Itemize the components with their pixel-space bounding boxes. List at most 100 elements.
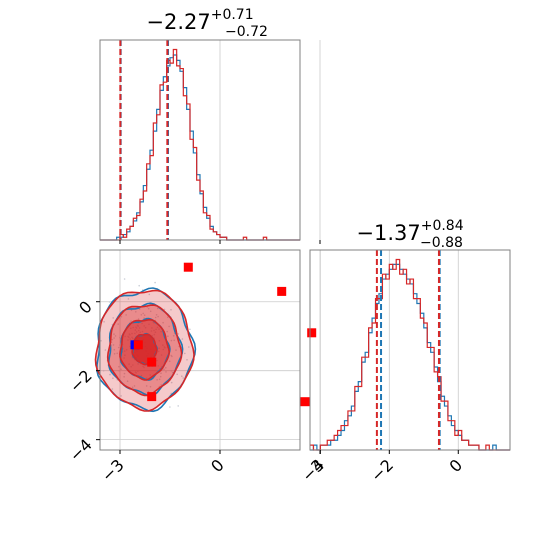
joint-sample-dot bbox=[159, 375, 162, 378]
joint-sample-dot bbox=[108, 301, 111, 303]
joint-sample-dot bbox=[112, 377, 114, 380]
joint-sample-dot bbox=[138, 284, 140, 287]
joint-sample-dot bbox=[123, 372, 126, 375]
joint-sample-dot bbox=[143, 317, 145, 319]
joint-sample-dot bbox=[157, 315, 159, 318]
joint-sample-dot bbox=[160, 384, 162, 386]
marginal-histogram-p1: −2.27+0.71 −0.72 bbox=[99, 7, 321, 244]
joint-marker-points bbox=[130, 262, 317, 407]
joint-marker-point-1 bbox=[133, 340, 143, 350]
joint-sample-dot bbox=[117, 323, 119, 325]
joint-marker-point-4 bbox=[183, 262, 193, 272]
joint-contour-b-3 bbox=[94, 289, 195, 412]
joint-sample-dot bbox=[120, 395, 122, 397]
p1-title-minus: −0.72 bbox=[225, 24, 268, 40]
joint-sample-dot bbox=[111, 338, 114, 341]
joint-contour-b-1 bbox=[119, 318, 171, 381]
joint-sample-dot bbox=[154, 316, 157, 319]
p2-quantile-lines bbox=[375, 250, 441, 450]
joint-sample-dot bbox=[120, 315, 123, 318]
joint-sample-dot bbox=[100, 340, 102, 342]
p2-axes-frame bbox=[309, 249, 511, 451]
joint-sample-dot bbox=[175, 349, 177, 351]
joint-sample-dot bbox=[168, 360, 171, 363]
joint-marker-point-3 bbox=[147, 392, 157, 402]
joint-sample-dot bbox=[168, 325, 170, 328]
joint-sample-dot bbox=[189, 328, 191, 331]
joint-sample-dot bbox=[177, 333, 179, 335]
joint-sample-dot bbox=[112, 317, 114, 319]
joint-sample-dot bbox=[133, 385, 136, 387]
p2-title-minus: −0.88 bbox=[420, 235, 463, 251]
joint-sample-dot bbox=[181, 375, 183, 378]
joint-marker-point-2 bbox=[147, 357, 157, 367]
p1-title-median: −2.27 bbox=[146, 10, 210, 34]
joint-sample-dot bbox=[143, 314, 146, 317]
joint-sample-dot bbox=[104, 349, 107, 351]
joint-sample-dot bbox=[165, 367, 167, 369]
joint-sample-dot bbox=[114, 335, 117, 337]
p2-tick-marks bbox=[319, 450, 459, 454]
joint-sample-dot bbox=[113, 337, 115, 339]
joint-sample-dot bbox=[125, 314, 127, 316]
joint-marker-point-7 bbox=[300, 397, 310, 407]
joint-sample-dot bbox=[127, 298, 130, 300]
joint-sample-dot bbox=[123, 376, 125, 378]
joint-sample-dot bbox=[138, 308, 141, 310]
joint-axes-frame bbox=[99, 249, 301, 451]
joint-sample-dot bbox=[170, 370, 173, 372]
joint-marker-point-6 bbox=[307, 328, 317, 338]
joint-sample-dot bbox=[149, 310, 152, 313]
joint-sample-dot bbox=[126, 380, 129, 383]
joint-sample-dot bbox=[166, 330, 168, 333]
joint-marker-point-5 bbox=[277, 286, 287, 296]
p2-title-median: −1.37 bbox=[356, 221, 420, 245]
joint-sample-dot bbox=[167, 316, 169, 319]
joint-sample-dot bbox=[112, 344, 115, 346]
joint-sample-dot bbox=[103, 321, 105, 323]
marginal-histogram-p2: −1.37+0.84 −0.88 bbox=[309, 218, 511, 454]
joint-sample-dot bbox=[182, 377, 184, 379]
joint-sample-dot bbox=[172, 335, 175, 337]
joint-sample-dot bbox=[156, 379, 158, 381]
joint-sample-dot bbox=[120, 368, 122, 371]
p1-axes-frame bbox=[99, 39, 301, 241]
joint-sample-dot bbox=[109, 373, 111, 376]
joint-sample-dot bbox=[148, 293, 151, 296]
joint-contours bbox=[94, 287, 197, 413]
joint-sample-dot bbox=[169, 406, 171, 408]
p1-tick-marks bbox=[119, 240, 321, 244]
joint-sample-dot bbox=[113, 353, 116, 355]
joint-sample-dot bbox=[145, 385, 148, 387]
joint-sample-dot bbox=[188, 346, 190, 348]
joint-sample-dot bbox=[165, 371, 167, 373]
joint-sample-dot bbox=[156, 307, 159, 310]
joint-sample-dot bbox=[135, 311, 137, 313]
joint-sample-dot bbox=[186, 359, 188, 361]
joint-sample-dot bbox=[170, 354, 173, 357]
joint-sample-dot bbox=[170, 381, 173, 384]
p1-title: −2.27+0.71 −0.72 bbox=[146, 7, 268, 40]
joint-sample-dot bbox=[131, 386, 134, 389]
joint-sample-dot bbox=[130, 309, 133, 312]
p2-hist-series_b bbox=[310, 258, 510, 451]
joint-sample-dot bbox=[158, 378, 161, 381]
joint-sample-dot bbox=[119, 336, 121, 339]
joint-sample-dot bbox=[162, 321, 164, 324]
joint-sample-dot bbox=[163, 368, 165, 371]
p2-histograms bbox=[310, 258, 510, 451]
joint-density-panel bbox=[94, 249, 321, 454]
joint-sample-dot bbox=[184, 352, 186, 355]
joint-sample-dot bbox=[116, 352, 118, 355]
joint-sample-dot bbox=[123, 278, 126, 280]
joint-sample-dot bbox=[113, 348, 116, 351]
p2-title: −1.37+0.84 −0.88 bbox=[356, 218, 463, 251]
joint-sample-dot bbox=[155, 314, 158, 316]
joint-sample-dot bbox=[160, 372, 162, 375]
joint-sample-dot bbox=[118, 369, 120, 372]
joint-sample-dot bbox=[140, 314, 143, 316]
p1-title-plus: +0.71 bbox=[211, 7, 254, 23]
joint-sample-dot bbox=[163, 308, 166, 311]
joint-sample-dot bbox=[118, 365, 120, 368]
